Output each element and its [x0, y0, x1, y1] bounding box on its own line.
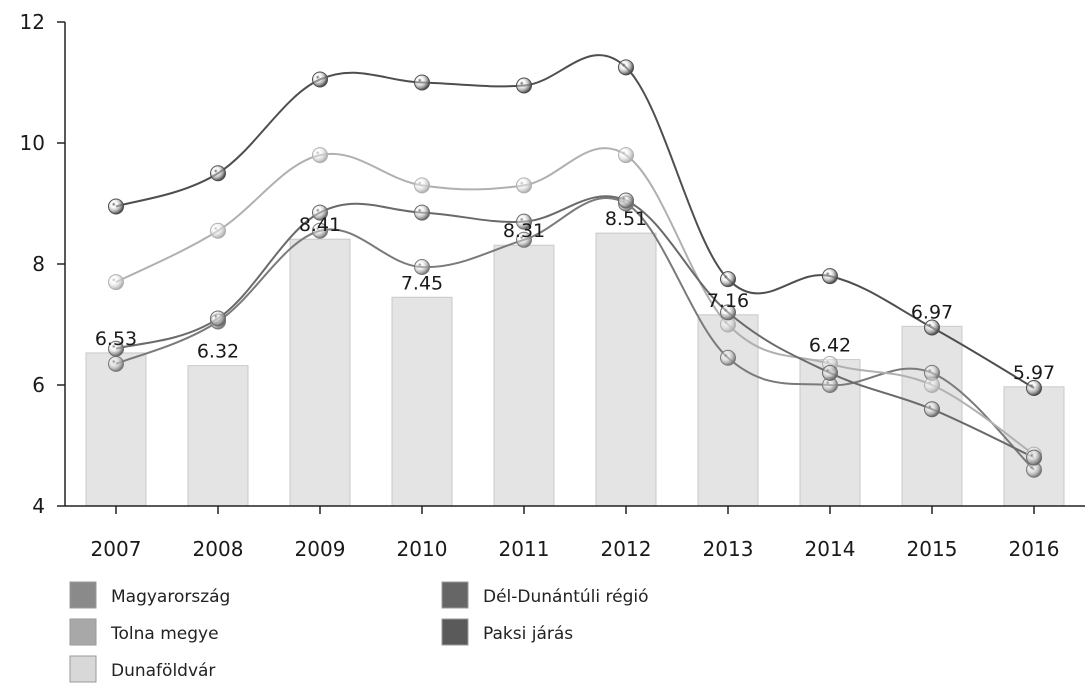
x-tick-label: 2011: [499, 537, 550, 561]
bar-value-label: 7.45: [401, 272, 443, 294]
series-point-2-2012: [618, 192, 634, 209]
x-tick-label: 2015: [907, 537, 958, 561]
x-tick-label: 2016: [1009, 537, 1060, 561]
series-point-3-2009: [312, 71, 328, 88]
series-point-2-2013: [720, 304, 736, 321]
bar-value-label: 8.41: [299, 214, 341, 236]
series-point-0-2010: [414, 259, 430, 276]
bar-2013: [697, 314, 759, 507]
series-point-1-2008: [210, 222, 226, 239]
series-point-3-2010: [414, 74, 430, 91]
x-tick-label: 2013: [703, 537, 754, 561]
x-tick-label: 2007: [91, 537, 142, 561]
series-point-2-2014: [822, 364, 838, 381]
bar-2012: [595, 232, 657, 507]
series-point-3-2011: [516, 77, 532, 94]
bar-2009: [289, 238, 351, 507]
series-line-0: [115, 197, 1035, 471]
legend-swatch: [69, 655, 97, 683]
legend-swatch: [69, 581, 97, 609]
bar-value-label: 8.31: [503, 220, 545, 242]
series-point-2-2008: [210, 310, 226, 327]
series-point-3-2014: [822, 268, 838, 285]
legend-swatch: [441, 581, 469, 609]
x-tick-label: 2009: [295, 537, 346, 561]
legend-label: Paksi járás: [483, 624, 573, 644]
series-point-1-2012: [618, 147, 634, 164]
series-line-3: [115, 54, 1035, 389]
y-tick-label: 6: [32, 373, 45, 397]
bar-value-label: 8.51: [605, 208, 647, 230]
series-point-1-2011: [516, 177, 532, 194]
series-point-3-2015: [924, 319, 940, 336]
bar-value-label: 6.97: [911, 301, 953, 323]
series-point-3-2008: [210, 165, 226, 182]
y-tick-label: 10: [20, 131, 45, 155]
legend-label: Dél-Dunántúli régió: [483, 587, 649, 607]
series-point-1-2009: [312, 147, 328, 164]
bar-2008: [187, 365, 249, 507]
bar-2010: [391, 296, 453, 507]
series-point-0-2013: [720, 349, 736, 366]
bar-value-label: 6.42: [809, 335, 851, 357]
bar-value-label: 5.97: [1013, 362, 1055, 384]
x-tick-label: 2008: [193, 537, 244, 561]
series-point-3-2007: [108, 198, 124, 215]
series-point-0-2007: [108, 355, 124, 372]
bar-2007: [85, 352, 147, 507]
series-point-3-2013: [720, 271, 736, 288]
series-point-2-2016: [1026, 449, 1042, 466]
series-point-0-2011: [516, 231, 532, 248]
legend-swatch: [441, 618, 469, 646]
bar-value-label: 7.16: [707, 290, 749, 312]
series-point-2-2010: [414, 204, 430, 221]
series-point-0-2009: [312, 222, 328, 239]
series-point-3-2012: [618, 59, 634, 76]
series-line-2: [115, 195, 1035, 459]
series-point-3-2016: [1026, 380, 1042, 397]
legend-swatch: [69, 618, 97, 646]
x-tick-label: 2014: [805, 537, 856, 561]
x-tick-label: 2010: [397, 537, 448, 561]
bar-2011: [493, 244, 555, 507]
y-tick-label: 12: [20, 10, 45, 34]
legend-label: Magyarország: [111, 587, 230, 607]
legend-label: Tolna megye: [110, 624, 219, 644]
series-line-1: [115, 147, 1035, 456]
series-point-2-2009: [312, 204, 328, 221]
series-point-2-2015: [924, 401, 940, 418]
legend-label: Dunaföldvár: [111, 661, 215, 681]
series-point-1-2010: [414, 177, 430, 194]
y-tick-label: 8: [32, 252, 45, 276]
series-point-1-2007: [108, 274, 124, 291]
bar-value-label: 6.32: [197, 341, 239, 363]
y-tick-label: 4: [32, 494, 45, 518]
bar-value-label: 6.53: [95, 328, 137, 350]
x-tick-label: 2012: [601, 537, 652, 561]
series-point-2-2011: [516, 213, 532, 230]
series-point-2-2007: [108, 340, 124, 357]
series-point-1-2015: [924, 377, 940, 393]
